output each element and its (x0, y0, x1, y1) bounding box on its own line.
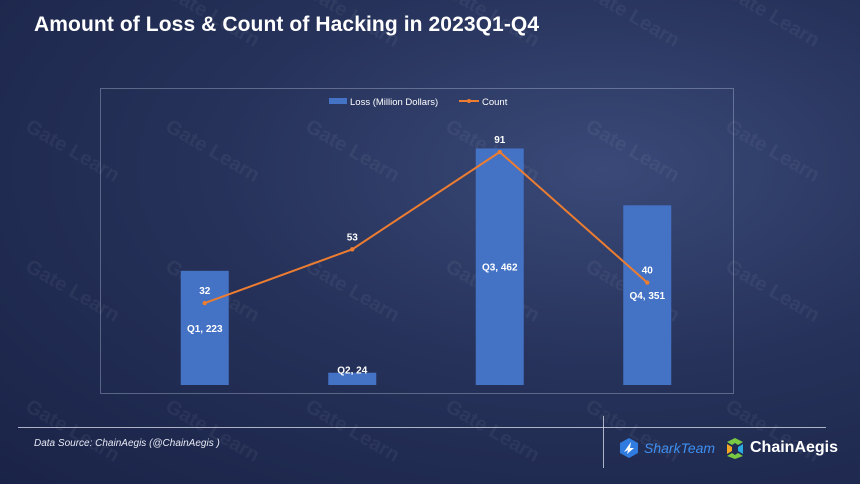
bar-label-q2: Q2, 24 (337, 366, 367, 377)
chart-title: Amount of Loss & Count of Hacking in 202… (34, 13, 540, 36)
chart-svg: Loss (Million Dollars) Count Q1, 223 Q2, 24… (180, 97, 672, 385)
chart-frame: Loss (Million Dollars) Count Q1, 223 Q2, 24… (100, 88, 734, 394)
sharkteam-logo-text: SharkTeam (644, 440, 716, 456)
watermark-text: Gate Learn (721, 115, 824, 187)
chainaegis-logo-text: ChainAegis (750, 439, 839, 456)
legend-swatch-loss (329, 98, 347, 104)
watermark-text: Gate Learn (581, 0, 684, 52)
footer-divider (18, 427, 826, 428)
sharkteam-logo: SharkTeam (618, 437, 715, 459)
count-point-q2 (350, 247, 355, 252)
watermark-text: Gate Learn (301, 395, 404, 467)
count-label-q3: 91 (494, 135, 506, 146)
bar-q3 (475, 148, 524, 385)
count-label-q4: 40 (642, 266, 654, 277)
count-label-q1: 32 (199, 286, 211, 297)
bar-q2 (328, 372, 377, 385)
watermark-text: Gate Learn (21, 395, 124, 467)
bar-q1 (180, 270, 229, 385)
watermark-text: Gate Learn (721, 0, 824, 52)
legend-label-count: Count (482, 97, 508, 108)
watermark-text: Gate Learn (721, 255, 824, 327)
count-line (204, 150, 648, 305)
chainaegis-logo: ChainAegis (724, 436, 838, 460)
chart-legend: Loss (Million Dollars) Count (329, 97, 508, 108)
legend-label-loss: Loss (Million Dollars) (350, 97, 438, 108)
watermark-text: Gate Learn (441, 395, 544, 467)
legend-marker-count (467, 99, 471, 103)
sharkteam-icon (620, 438, 638, 458)
bar-q4 (623, 205, 672, 385)
count-point-q3 (497, 149, 502, 155)
bar-label-q3: Q3, 462 (482, 263, 518, 274)
bar-label-q4: Q4, 351 (629, 291, 665, 302)
footer-vertical-divider (603, 416, 604, 468)
count-label-q2: 53 (347, 232, 359, 243)
bar-label-q1: Q1, 223 (187, 324, 223, 335)
count-point-q1 (202, 300, 207, 306)
chainaegis-icon (727, 438, 743, 459)
count-point-q4 (645, 280, 650, 285)
data-source: Data Source: ChainAegis (@ChainAegis ) (34, 438, 220, 449)
watermark-text: Gate Learn (161, 395, 264, 467)
